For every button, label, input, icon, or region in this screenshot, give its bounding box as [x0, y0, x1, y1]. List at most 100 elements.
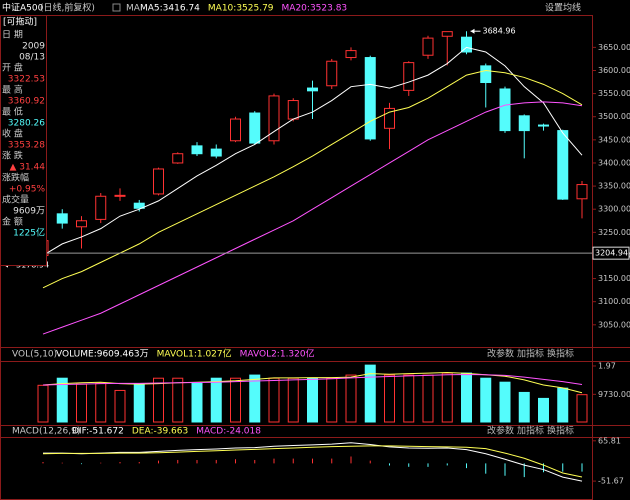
volume-bar	[326, 377, 338, 423]
info-value: 08/13	[19, 53, 45, 63]
volume-bar	[480, 377, 492, 423]
info-label: 金 额	[2, 216, 23, 228]
candle-body	[268, 95, 280, 142]
candle-body	[230, 118, 241, 142]
candle-body	[499, 88, 511, 132]
arrow-head	[470, 28, 475, 34]
legend-entry: MAVOL1:1.027亿	[157, 348, 232, 360]
button: 换指标	[547, 425, 574, 437]
y-tick-label: 3100.00	[598, 297, 630, 306]
y-tick-label: 3550.00	[598, 89, 630, 98]
volume-bar	[133, 383, 145, 423]
y-tick-label: -51.67	[598, 477, 624, 486]
candle-body	[249, 112, 261, 144]
y-tick-label: 3050.00	[598, 320, 630, 329]
volume-bar	[56, 377, 68, 423]
candle-body	[518, 115, 530, 132]
info-panel	[0, 15, 47, 266]
info-value: 3280.26	[8, 119, 45, 129]
vol-legend: VOLUME:9609.463万	[56, 350, 149, 360]
info-value: 1225亿	[13, 227, 45, 239]
volume-bar	[230, 377, 241, 423]
macd-line	[42, 445, 583, 478]
ma-line	[42, 46, 583, 256]
info-label: 最 低	[2, 106, 23, 118]
candle-body	[210, 148, 222, 157]
volume-bar	[364, 364, 376, 423]
volume-bar	[307, 377, 318, 423]
volume-bar	[576, 394, 588, 423]
volume-bar	[403, 374, 415, 423]
y-tick-label: 1.97	[598, 361, 616, 370]
candle-body	[345, 50, 357, 59]
volume-bar	[210, 377, 222, 423]
candle-body	[114, 194, 126, 197]
candle-body	[326, 60, 338, 87]
candle-body	[56, 213, 68, 224]
ma-label: MA	[126, 4, 141, 14]
info-value: ▲ 31.44	[9, 163, 45, 173]
price-box	[592, 246, 630, 260]
info-value: 3353.28	[8, 141, 45, 151]
volume-bar	[384, 374, 395, 423]
candle-body	[384, 107, 395, 129]
y-tick-label: 3500.00	[598, 112, 630, 121]
y-tick-label: 3400.00	[598, 158, 630, 167]
volume-bar	[249, 374, 261, 423]
vol-title: VOL(5,10)	[12, 350, 57, 360]
candle-body	[95, 195, 107, 220]
volume-bar	[287, 377, 299, 423]
y-tick-label: 3250.00	[598, 228, 630, 237]
candle-body	[461, 36, 472, 53]
info-value: +0.95%	[9, 185, 46, 195]
setting-button[interactable]: 设置均线	[545, 2, 581, 14]
volume-bar	[441, 372, 453, 423]
candle-body	[557, 130, 569, 200]
ma-line	[42, 69, 583, 289]
volume-bar	[153, 377, 164, 423]
y-tick-label: 3450.00	[598, 135, 630, 144]
candle-body	[287, 100, 299, 120]
candle-body	[172, 153, 184, 164]
legend-entry: MA20:3523.83	[282, 4, 348, 14]
ma-line	[42, 101, 583, 335]
price-label: 3204.94	[595, 249, 628, 258]
y-tick-label: 3350.00	[598, 182, 630, 191]
candle-body	[153, 168, 164, 195]
annotation-label: 3684.96	[483, 27, 516, 36]
volume-bar	[191, 382, 203, 423]
volume-bar	[422, 374, 434, 423]
candle-body	[133, 202, 145, 209]
y-tick-label: 65.81	[598, 436, 621, 445]
button: 改参数	[487, 425, 514, 437]
legend-entry: MA10:3525.79	[208, 4, 274, 14]
candle-body	[576, 184, 588, 200]
info-label: 开 盘	[2, 62, 23, 74]
button: 改参数	[487, 348, 514, 360]
info-tag: [可拖动]	[3, 16, 37, 28]
info-value: 3360.92	[8, 97, 45, 107]
candle-body	[307, 87, 318, 92]
info-label: 最 高	[2, 84, 23, 96]
volume-bar	[37, 384, 49, 423]
candle-body	[422, 37, 434, 56]
info-label: 收 盘	[2, 128, 23, 140]
candle-body	[76, 220, 87, 228]
info-value: 2009	[22, 42, 45, 52]
volume-bar	[518, 391, 530, 423]
volume-bar	[268, 377, 280, 423]
macd-line	[43, 442, 583, 482]
volume-bar	[345, 374, 357, 423]
candle-body	[480, 65, 492, 84]
button: 换指标	[547, 348, 574, 360]
subtitle: (日线,前复权)	[40, 2, 95, 14]
info-value: 3322.53	[8, 75, 45, 85]
legend-entry: DIF:-51.672	[72, 427, 124, 437]
volume-bar	[461, 372, 472, 423]
checkbox[interactable]	[112, 3, 121, 12]
candle-body	[403, 62, 415, 91]
macd-title: MACD(12,26,9)	[12, 427, 80, 437]
legend-entry: DEA:-39.663	[132, 427, 188, 437]
